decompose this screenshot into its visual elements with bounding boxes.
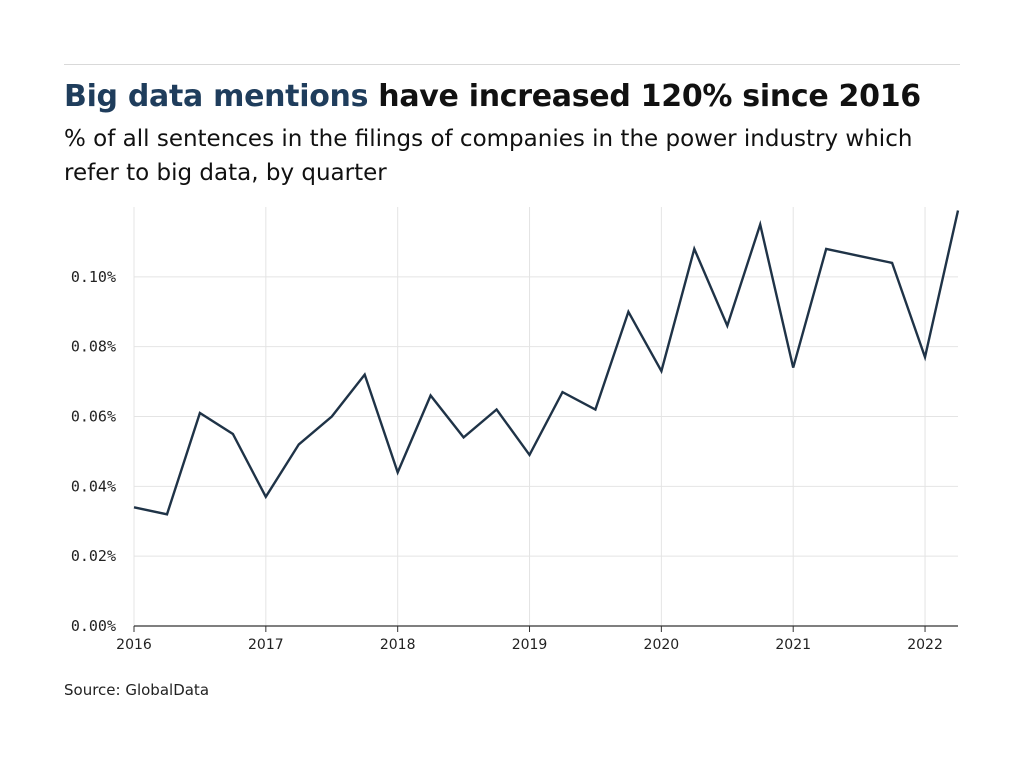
data-point: [461, 434, 467, 440]
y-tick-label: 0.06%: [71, 408, 116, 426]
title-highlight: Big data mentions: [64, 79, 369, 114]
x-tick-label: 2022: [907, 637, 943, 653]
axes: 0.00% 0.02% 0.04% 0.06% 0.08% 0.10% 2016 2017 20…: [71, 268, 958, 653]
chart-subtitle: % of all sentences in the filings of com…: [64, 126, 913, 186]
data-point: [131, 504, 137, 510]
x-tick-label: 2019: [512, 637, 548, 653]
data-point: [395, 469, 401, 475]
x-tick-label: 2020: [644, 637, 680, 653]
x-tick-label: 2018: [380, 637, 416, 653]
data-point: [922, 354, 928, 360]
series-line: [133, 210, 960, 516]
data-point: [856, 253, 862, 259]
data-point: [230, 431, 236, 437]
data-point: [691, 246, 697, 252]
data-point: [428, 393, 434, 399]
y-tick-label: 0.08%: [71, 338, 116, 356]
data-point: [625, 309, 631, 315]
x-tick-label: 2016: [116, 637, 152, 653]
gridlines: [133, 207, 958, 626]
y-tick-label: 0.02%: [71, 547, 116, 565]
data-point: [527, 452, 533, 458]
y-tick-label: 0.04%: [71, 477, 116, 495]
data-point: [724, 323, 730, 329]
y-tick-label: 0.10%: [71, 268, 116, 286]
data-point: [296, 441, 302, 447]
series-layer: [131, 207, 961, 517]
data-point: [263, 494, 269, 500]
data-point: [329, 414, 335, 420]
data-point: [757, 221, 763, 227]
data-point: [955, 207, 961, 213]
source-note: Source: GlobalData: [64, 681, 210, 699]
y-tick-label: 0.00%: [71, 617, 116, 635]
data-point: [197, 410, 203, 416]
data-point: [889, 260, 895, 266]
data-point: [559, 389, 565, 395]
data-point: [823, 246, 829, 252]
data-point: [592, 407, 598, 413]
chart-title: Big data mentions have increased 120% si…: [64, 79, 921, 114]
data-point: [790, 365, 796, 371]
data-point: [658, 368, 664, 374]
data-point: [164, 511, 170, 517]
title-rest: have increased 120% since 2016: [368, 79, 921, 114]
x-tick-label: 2017: [248, 637, 284, 653]
data-point: [494, 407, 500, 413]
top-divider: [64, 64, 960, 65]
x-tick-label: 2021: [775, 637, 811, 653]
data-point: [362, 372, 368, 378]
